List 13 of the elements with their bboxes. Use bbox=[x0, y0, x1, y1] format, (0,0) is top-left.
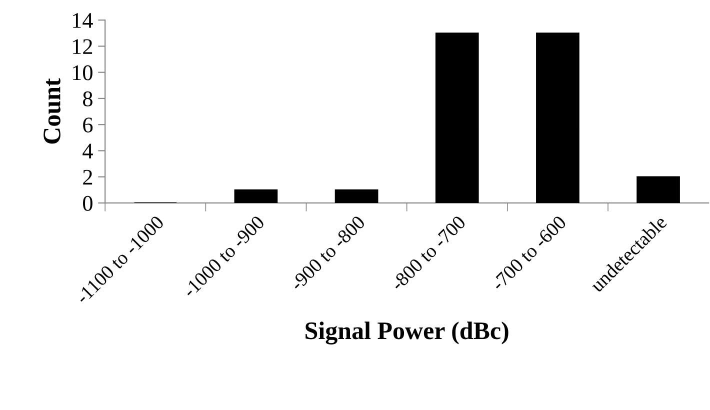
x-tick-label: -900 to -800 bbox=[289, 214, 366, 292]
y-tick-label: 0 bbox=[83, 196, 92, 211]
y-tick-label: 6 bbox=[83, 118, 93, 133]
y-tick-label: 8 bbox=[83, 91, 92, 106]
x-tick-label: -800 to -700 bbox=[390, 214, 466, 292]
y-tick-label: 2 bbox=[83, 170, 92, 185]
y-tick-label: 12 bbox=[73, 39, 92, 54]
y-tick-label: 10 bbox=[73, 65, 92, 80]
y-tick-label: 4 bbox=[82, 144, 93, 158]
y-axis-title: Count bbox=[44, 78, 60, 144]
y-tick-label: 14 bbox=[73, 13, 93, 28]
x-axis-title: Signal Power (dBc) bbox=[306, 322, 508, 344]
x-tick-label: -700 to -600 bbox=[490, 214, 567, 292]
